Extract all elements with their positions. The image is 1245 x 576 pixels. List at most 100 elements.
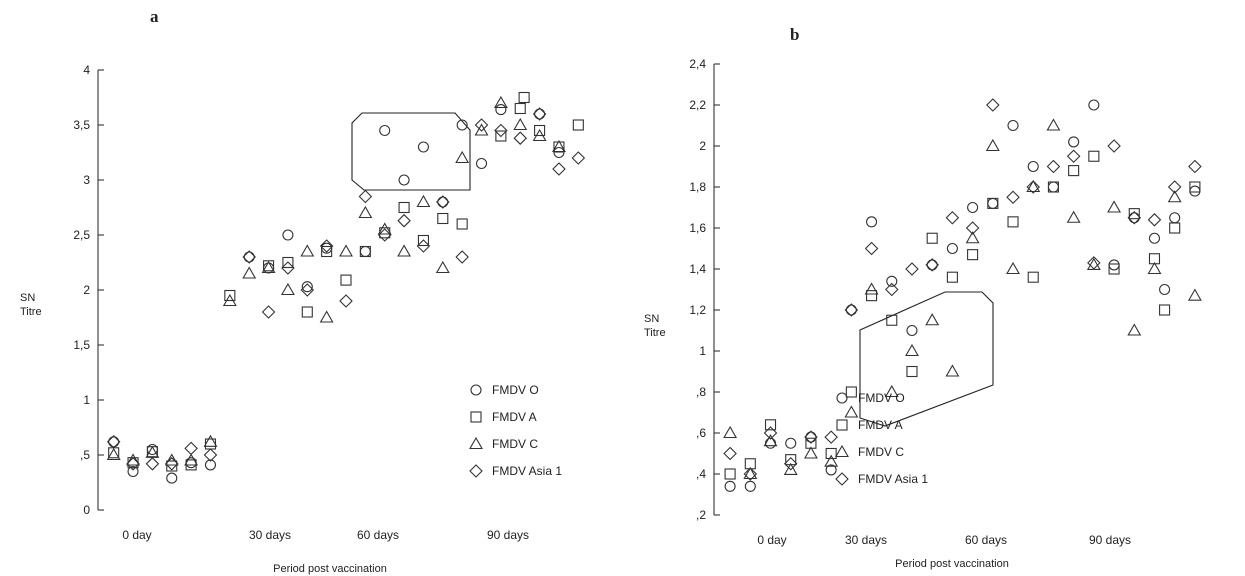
panel-letter: a	[150, 7, 159, 26]
x-tick-label: 90 days	[487, 528, 529, 542]
legend: FMDV O FMDV A FMDV C FMDV Asia 1	[835, 391, 928, 486]
data-point	[398, 201, 410, 214]
legend-label: FMDV C	[858, 445, 904, 459]
data-point	[437, 196, 449, 208]
data-point	[1047, 181, 1059, 193]
data-point	[1128, 212, 1140, 224]
data-point	[743, 467, 758, 481]
y-axis-title-line1: SN	[644, 313, 659, 325]
data-point	[437, 212, 449, 225]
legend-label: FMDV C	[492, 437, 538, 451]
legend: FMDV O FMDV A FMDV C FMDV Asia 1	[469, 383, 562, 478]
data-point	[1159, 283, 1171, 296]
data-point	[825, 447, 837, 460]
data-point	[906, 324, 918, 337]
panel-letter: b	[790, 25, 799, 44]
series-fmdv-c	[723, 118, 1202, 480]
data-point	[203, 434, 218, 447]
data-point	[300, 283, 315, 297]
data-point	[416, 194, 431, 208]
data-point	[926, 259, 938, 271]
data-point	[1088, 99, 1100, 111]
data-point	[282, 229, 294, 241]
data-point	[1026, 179, 1041, 193]
data-point	[301, 306, 313, 318]
data-point	[965, 231, 980, 244]
data-point	[436, 195, 450, 209]
data-point	[763, 426, 778, 440]
data-point	[866, 216, 878, 228]
data-point	[804, 430, 818, 444]
series-fmdv-asia-1	[106, 107, 586, 471]
x-axis-title: Period post vaccination	[273, 563, 387, 575]
y-tick-label: ,6	[696, 426, 706, 440]
data-point	[1189, 185, 1201, 197]
data-point	[416, 239, 431, 253]
data-point	[1108, 259, 1120, 271]
data-point	[1007, 119, 1019, 132]
data-point	[261, 305, 276, 319]
data-point	[358, 189, 373, 204]
data-point	[359, 245, 371, 258]
data-point	[1027, 160, 1039, 173]
legend-marker	[835, 444, 849, 458]
x-axis-title: Period post vaccination	[895, 558, 1009, 570]
data-point	[358, 205, 373, 219]
data-point	[300, 244, 315, 257]
data-point	[744, 480, 756, 492]
data-point	[397, 213, 411, 228]
data-point	[242, 266, 257, 279]
data-point	[572, 119, 584, 131]
data-point	[987, 197, 999, 209]
data-point	[805, 431, 817, 443]
data-point	[906, 365, 918, 378]
data-point	[1189, 181, 1201, 193]
y-tick-label: ,4	[696, 467, 706, 481]
data-point	[456, 218, 468, 230]
data-point	[106, 435, 121, 449]
data-point	[456, 119, 468, 131]
y-tick-label: 1,5	[73, 338, 90, 352]
y-tick-label: 3,5	[73, 118, 90, 132]
y-axis-title-line2: Titre	[20, 306, 42, 318]
data-point	[532, 107, 547, 121]
data-point	[534, 108, 546, 120]
data-point	[987, 197, 999, 209]
data-point	[495, 130, 507, 142]
data-point	[845, 386, 857, 398]
legend-label: FMDV A	[858, 418, 903, 432]
data-point	[263, 260, 275, 272]
x-tick-label: 90 days	[1089, 533, 1131, 547]
data-point	[1026, 180, 1041, 194]
data-point	[1108, 263, 1120, 275]
y-tick-label: 1	[83, 393, 90, 407]
legend-label: FMDV Asia 1	[492, 464, 562, 478]
data-point	[474, 123, 489, 136]
y-tick-label: 1,4	[689, 262, 706, 276]
data-point	[261, 260, 276, 274]
data-point	[166, 460, 178, 472]
legend-marker	[469, 464, 483, 478]
panel-b: b ,2 ,4 ,6 ,8 1 1,2 1,4 1,6 1,8 2 2,2 2,4 SN Titre 0 da…	[644, 25, 1202, 570]
data-point	[886, 275, 898, 287]
data-point	[319, 239, 334, 253]
data-point	[967, 249, 979, 261]
data-point	[925, 258, 939, 272]
data-point	[945, 364, 960, 377]
data-point	[204, 438, 217, 450]
data-point	[946, 271, 958, 283]
y-tick-label: 2	[83, 283, 90, 297]
data-point	[203, 448, 218, 462]
data-point	[967, 201, 979, 214]
y-axis-title-line2: Titre	[644, 327, 666, 339]
y-tick-label: 1,2	[689, 303, 706, 317]
y-tick-label: ,2	[696, 508, 706, 522]
legend-marker	[835, 472, 849, 486]
data-point	[1068, 165, 1080, 177]
legend-marker	[836, 392, 848, 404]
data-point	[1147, 213, 1162, 227]
y-tick-label: 3	[83, 173, 90, 187]
legend-label: FMDV O	[858, 391, 905, 405]
data-point	[1006, 261, 1020, 275]
data-point	[844, 303, 859, 317]
